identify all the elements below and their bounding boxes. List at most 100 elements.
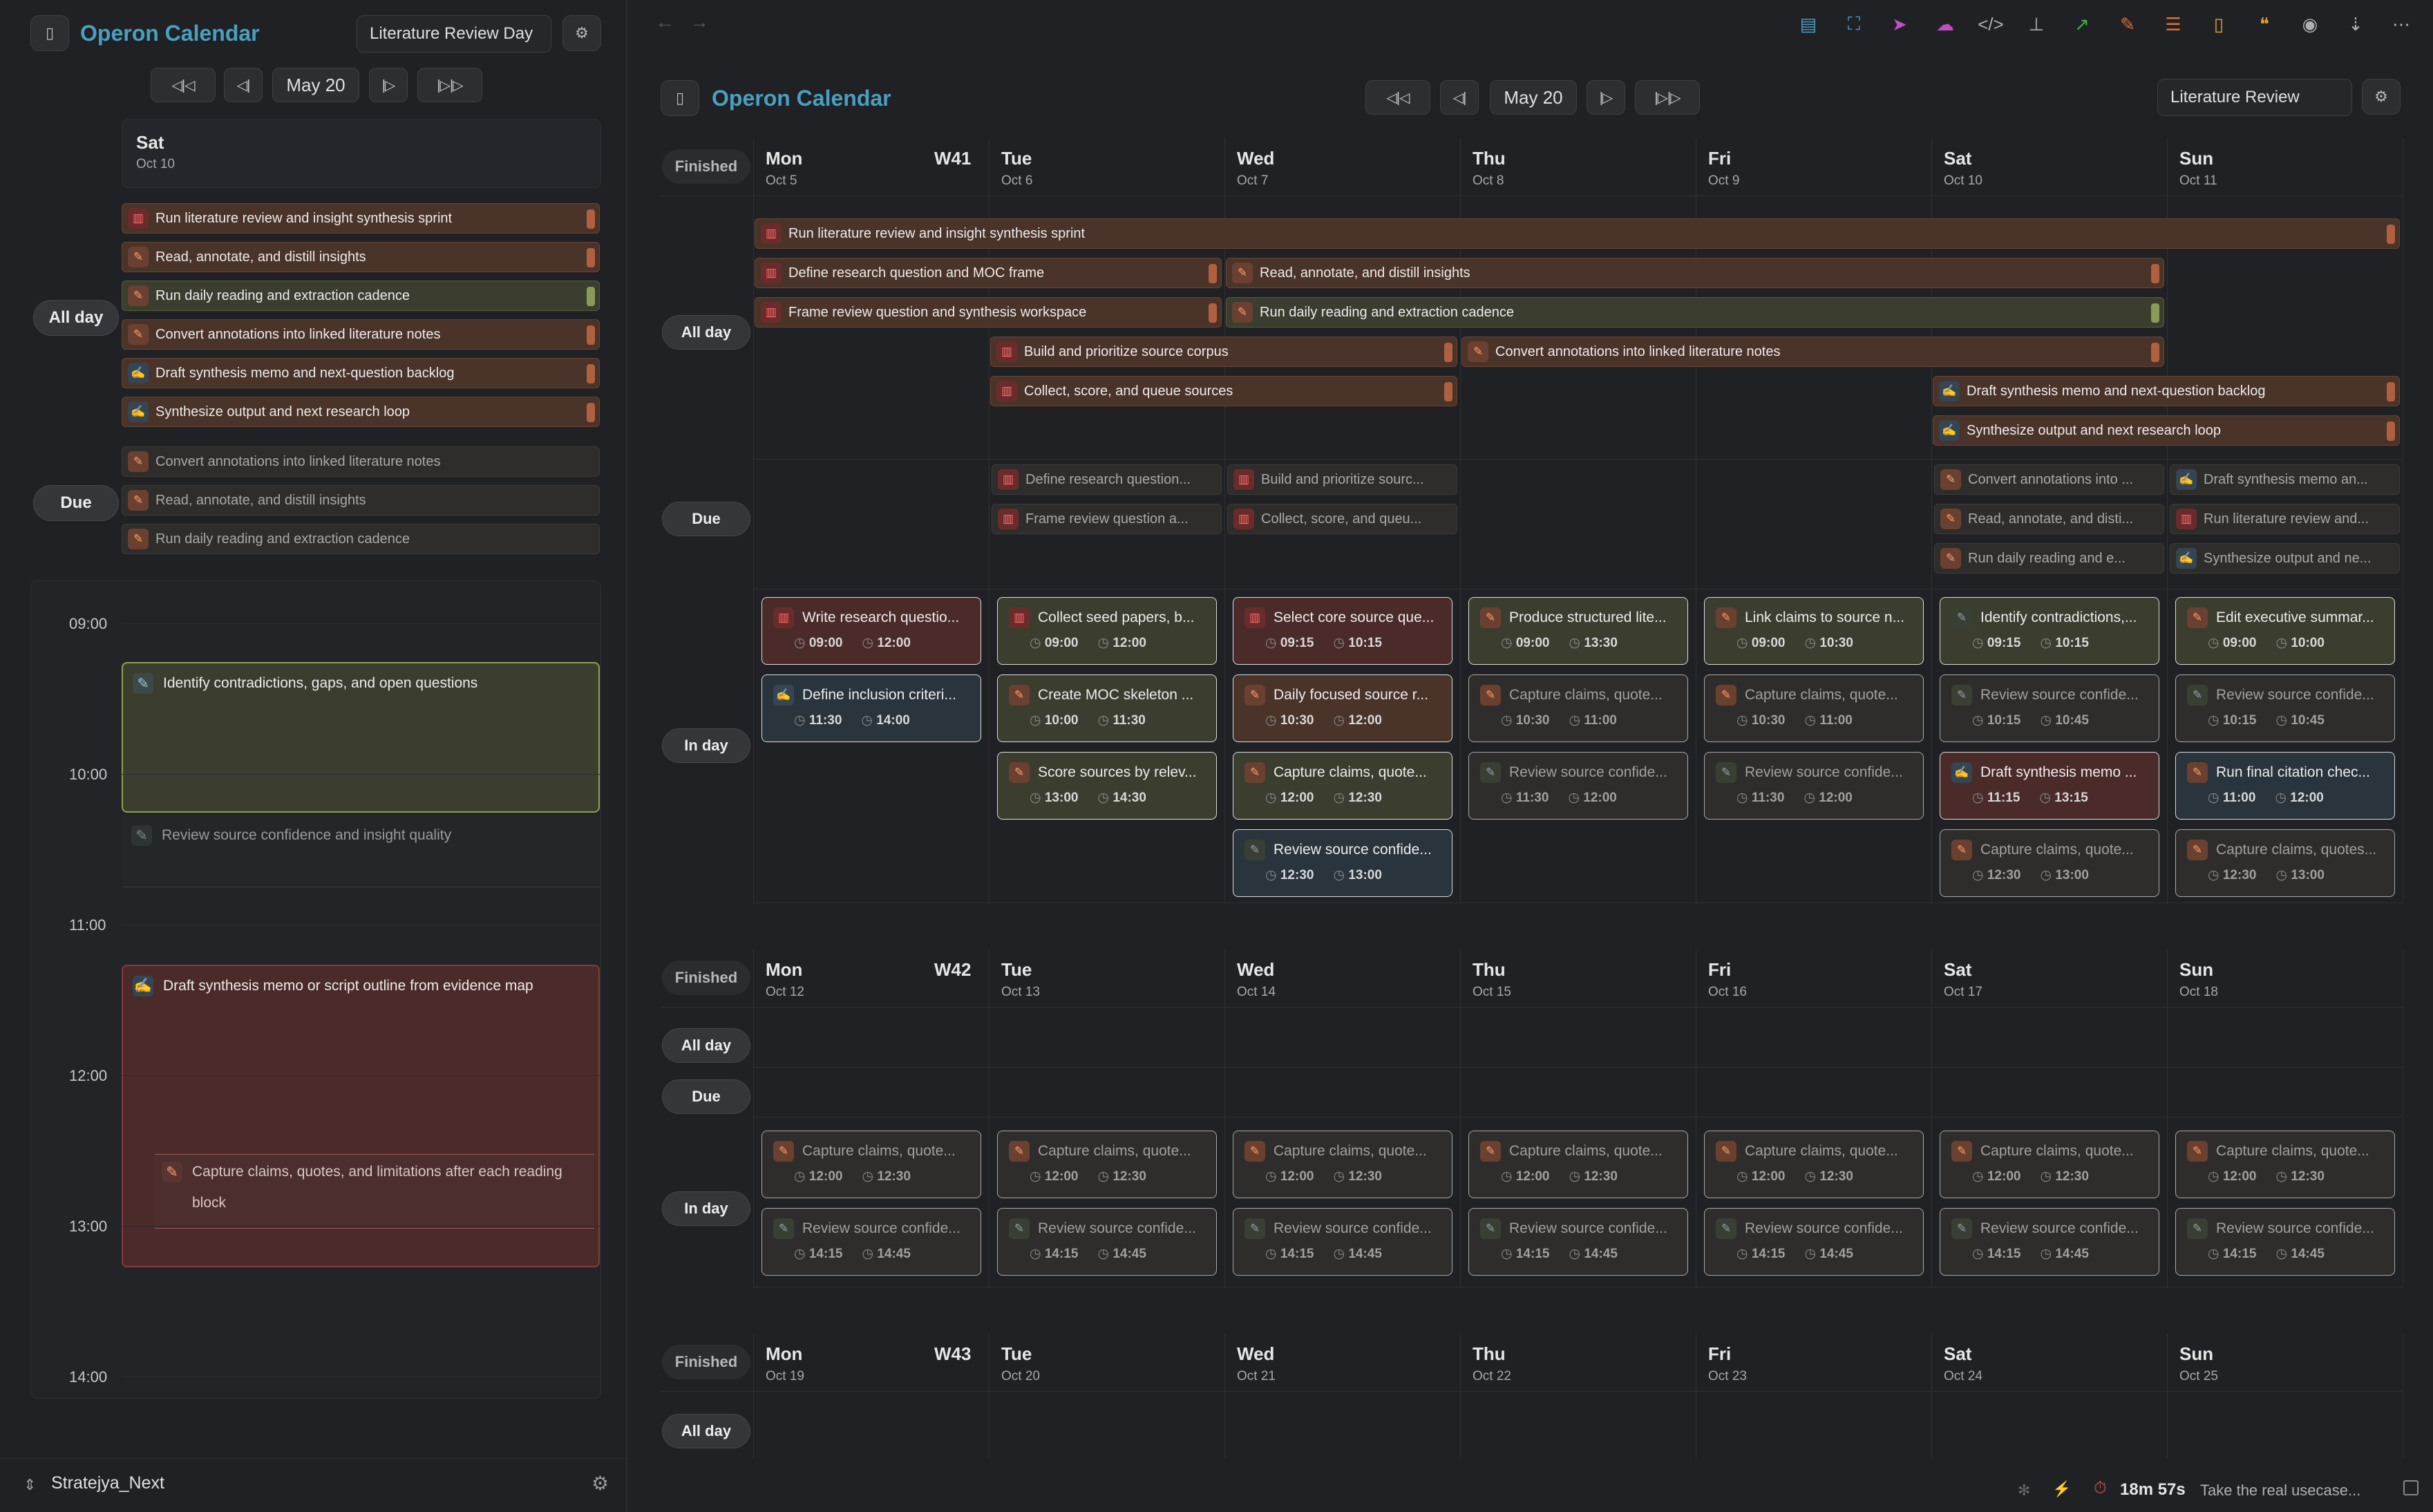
main-sidebar-toggle-button[interactable]: ▯ (661, 80, 699, 116)
expand-icon[interactable]: ⛶ (1847, 13, 1861, 34)
task-card[interactable]: ✎ Edit executive summar... 09:00 10:00 (2175, 597, 2395, 665)
resize-handle[interactable] (2387, 422, 2395, 441)
vault-switch-icon[interactable]: ⇕ (23, 1476, 37, 1493)
left-allday-toggle[interactable]: All day (33, 300, 119, 336)
day-header[interactable]: Mon Oct 12 (766, 959, 973, 1013)
day-header[interactable]: Wed Oct 21 (1237, 1343, 1444, 1397)
day-header[interactable]: Fri Oct 9 (1708, 148, 1915, 202)
resize-handle[interactable] (2387, 382, 2395, 401)
task-card[interactable]: ✎ Run final citation chec... 11:00 12:00 (2175, 752, 2395, 820)
task-card[interactable]: ✍ Define inclusion criteri... 11:30 14:00 (761, 674, 981, 742)
main-prev-week-button[interactable]: ◁| (1440, 80, 1479, 115)
left-date-button[interactable]: May 20 (272, 68, 359, 102)
left-next-day-button[interactable]: |▷ (369, 68, 408, 102)
inday-toggle[interactable]: In day (662, 1191, 750, 1226)
day-header[interactable]: Fri Oct 23 (1708, 1343, 1915, 1397)
task-bar[interactable]: ▥ Define research question... (992, 464, 1222, 495)
task-card[interactable]: ✎ Review source confide... 14:15 14:45 (1233, 1208, 1452, 1276)
task-card[interactable]: ✎ Review source confide... 14:15 14:45 (1940, 1208, 2159, 1276)
task-bar[interactable]: ▥ Frame review question a... (992, 504, 1222, 534)
inday-toggle[interactable]: In day (662, 728, 750, 763)
task-bar[interactable]: ▥ Build and prioritize source corpus (990, 337, 1457, 367)
task-bar[interactable]: ✎ Convert annotations into ... (1934, 464, 2164, 495)
resize-handle[interactable] (2151, 264, 2159, 283)
day-header[interactable]: Wed Oct 7 (1237, 148, 1444, 202)
finished-toggle[interactable]: Finished (662, 961, 750, 995)
finished-toggle[interactable]: Finished (662, 149, 750, 184)
resize-handle[interactable] (2151, 303, 2159, 323)
timeline-event[interactable]: ✍ Draft synthesis memo or script outline … (122, 965, 600, 1267)
task-card[interactable]: ✎ Produce structured lite... 09:00 13:30 (1468, 597, 1688, 665)
main-next-week-button[interactable]: |▷ (1587, 80, 1625, 115)
task-card[interactable]: ✎ Capture claims, quote... 12:00 12:30 (1233, 752, 1452, 820)
task-card[interactable]: ✎ Review source confide... 10:15 10:45 (1940, 674, 2159, 742)
sort-icon[interactable]: ⇣ (2348, 13, 2363, 35)
sync-icon[interactable]: ✻ (2018, 1482, 2031, 1499)
left-prev-month-button[interactable]: ◁|◁ (151, 68, 216, 102)
code-icon[interactable]: </> (1978, 13, 2004, 35)
task-card[interactable]: ✎ Capture claims, quote... 12:30 13:00 (1940, 829, 2159, 897)
day-header[interactable]: Mon Oct 19 (766, 1343, 973, 1397)
task-card[interactable]: ✎ Review source confide... 14:15 14:45 (997, 1208, 1217, 1276)
task-bar[interactable]: ▥ Run literature review and... (2170, 504, 2400, 534)
book-icon[interactable]: ▯ (2213, 13, 2224, 35)
timeline-subevent[interactable]: ✎ Capture claims, quotes, and limitations… (155, 1154, 594, 1229)
timer-value[interactable]: 18m 57s (2120, 1480, 2186, 1499)
plugin-status-icon[interactable]: ⚡ (2052, 1480, 2072, 1497)
task-bar[interactable]: ✎ Run daily reading and extraction cadenc… (122, 524, 600, 554)
task-bar[interactable]: ✎ Read, annotate, and distill insights (122, 242, 600, 272)
edit-icon[interactable]: ✎ (2120, 13, 2135, 35)
day-header[interactable]: Fri Oct 16 (1708, 959, 1915, 1013)
task-card[interactable]: ✎ Capture claims, quotes... 12:30 13:00 (2175, 829, 2395, 897)
resize-handle[interactable] (1444, 343, 1452, 362)
task-bar[interactable]: ✎ Convert annotations into linked literat… (1461, 337, 2164, 367)
task-bar[interactable]: ✍ Draft synthesis memo and next-question … (122, 358, 600, 388)
resize-handle[interactable] (587, 209, 595, 229)
day-header[interactable]: Sat Oct 17 (1944, 959, 2151, 1013)
task-card[interactable]: ✎ Review source confide... 11:30 12:00 (1468, 752, 1688, 820)
day-header[interactable]: Wed Oct 14 (1237, 959, 1444, 1013)
task-bar[interactable]: ▥ Frame review question and synthesis wor… (755, 297, 1222, 328)
allday-toggle[interactable]: All day (662, 315, 750, 350)
task-card[interactable]: ✎ Review source confide... 14:15 14:45 (761, 1208, 981, 1276)
allday-toggle[interactable]: All day (662, 1028, 750, 1063)
resize-handle[interactable] (587, 403, 595, 422)
task-bar[interactable]: ▥ Run literature review and insight synth… (755, 218, 2400, 249)
task-card[interactable]: ✎ Capture claims, quote... 10:30 11:00 (1468, 674, 1688, 742)
task-card[interactable]: ✎ Score sources by relev... 13:00 14:30 (997, 752, 1217, 820)
day-header[interactable]: Thu Oct 22 (1473, 1343, 1680, 1397)
task-card[interactable]: ✎ Capture claims, quote... 10:30 11:00 (1704, 674, 1924, 742)
task-bar[interactable]: ✎ Read, annotate, and distill insights (122, 485, 600, 516)
external-link-icon[interactable]: ↗ (2074, 13, 2090, 35)
more-icon[interactable]: ⋯ (2392, 13, 2410, 35)
back-arrow-icon[interactable]: ← (655, 11, 674, 32)
resize-handle[interactable] (2151, 343, 2159, 362)
left-filter-button[interactable]: ⚙ (562, 15, 601, 51)
task-card[interactable]: ✎ Review source confide... 14:15 14:45 (1704, 1208, 1924, 1276)
settings-gear-icon[interactable]: ⚙ (591, 1473, 609, 1494)
task-card[interactable]: ✎ Create MOC skeleton ... 10:00 11:30 (997, 674, 1217, 742)
forward-arrow-icon[interactable]: → (690, 11, 709, 32)
main-date-button[interactable]: May 20 (1490, 80, 1577, 115)
quote-icon[interactable]: ❝ (2260, 13, 2269, 35)
task-bar[interactable]: ✍ Synthesize output and ne... (2170, 543, 2400, 574)
task-bar[interactable]: ✎ Run daily reading and extraction cadenc… (1226, 297, 2164, 328)
day-header[interactable]: Tue Oct 6 (1001, 148, 1209, 202)
align-icon[interactable]: ⊥ (2028, 13, 2045, 35)
day-header[interactable]: Mon Oct 5 (766, 148, 973, 202)
resize-handle[interactable] (587, 248, 595, 267)
task-bar[interactable]: ▥ Define research question and MOC frame (755, 258, 1222, 288)
left-prev-day-button[interactable]: ◁| (224, 68, 263, 102)
resize-handle[interactable] (2387, 225, 2395, 244)
file-icon[interactable]: ▤ (1799, 13, 1817, 35)
task-card[interactable]: ▥ Write research questio... 09:00 12:00 (761, 597, 981, 665)
broadcast-icon[interactable]: ◉ (2302, 13, 2318, 35)
list-icon[interactable]: ☰ (2165, 13, 2181, 35)
task-bar[interactable]: ✎ Read, annotate, and distill insights (1226, 258, 2164, 288)
main-preset-select[interactable]: Literature Review (2157, 79, 2352, 116)
resize-handle[interactable] (587, 325, 595, 345)
left-preset-select[interactable]: Literature Review Day (357, 15, 551, 53)
vault-name[interactable]: Stratejya_Next (51, 1473, 164, 1493)
task-card[interactable]: ▥ Select core source que... 09:15 10:15 (1233, 597, 1452, 665)
task-card[interactable]: ✎ Review source confide... 14:15 14:45 (1468, 1208, 1688, 1276)
